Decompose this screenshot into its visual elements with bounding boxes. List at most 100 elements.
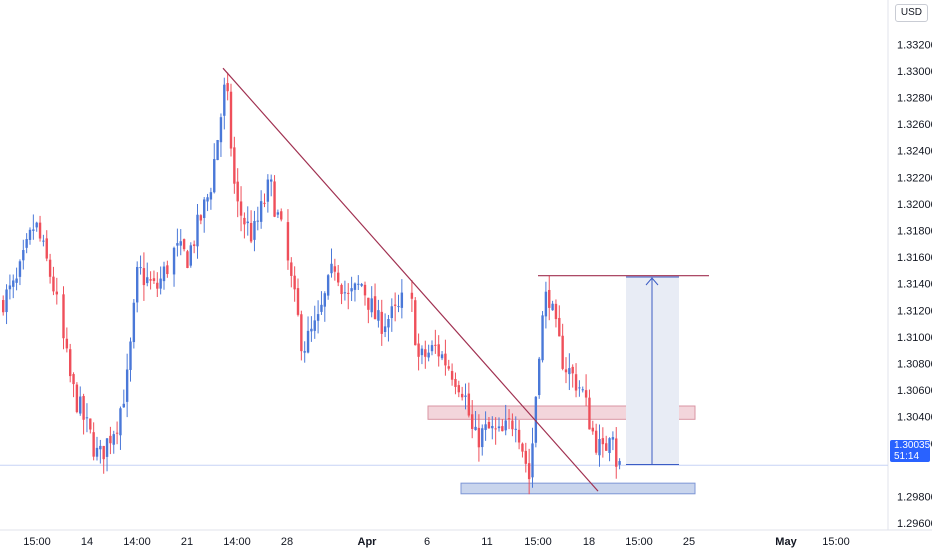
candle-up	[326, 273, 330, 300]
candle-down	[447, 359, 450, 371]
candle-up	[189, 242, 192, 268]
x-tick-label: 18	[583, 536, 595, 548]
candle-down	[363, 281, 367, 306]
candle-up	[618, 458, 621, 470]
y-tick-label: 1.33200	[897, 39, 932, 51]
candle-down	[561, 323, 564, 371]
candle-down	[249, 210, 253, 244]
candle-down	[152, 270, 156, 284]
candle-down	[511, 413, 514, 437]
candle-down	[55, 277, 58, 305]
candle-up	[85, 403, 89, 433]
candle-down	[380, 299, 383, 346]
candle-up	[276, 209, 280, 219]
currency-badge[interactable]: USD	[894, 4, 928, 22]
candle-down	[72, 372, 75, 398]
y-tick-label: 1.31400	[897, 279, 932, 291]
candle-up	[491, 416, 494, 440]
y-tick-label: 1.32200	[897, 172, 932, 184]
y-tick-label: 1.32800	[897, 92, 932, 104]
candle-up	[176, 228, 179, 257]
candle-up	[598, 424, 601, 467]
x-tick-label: 6	[424, 536, 430, 548]
candle-up	[323, 291, 326, 322]
y-tick-label: 1.31000	[897, 332, 932, 344]
candle-down	[75, 382, 79, 414]
candle-down	[434, 329, 437, 354]
candle-down	[477, 414, 481, 462]
x-tick-label: 14:00	[223, 536, 251, 548]
candle-down	[424, 340, 427, 369]
candle-up	[504, 404, 507, 436]
candle-down	[501, 419, 504, 432]
drawings	[222, 67, 709, 492]
candle-up	[370, 286, 373, 318]
candle-up	[387, 314, 390, 342]
candle-down	[367, 297, 370, 324]
candle-up	[360, 282, 363, 288]
candle-up	[350, 276, 353, 301]
candle-down	[393, 292, 397, 322]
candle-down	[142, 252, 146, 301]
candle-up	[343, 280, 347, 301]
candle-down	[92, 422, 95, 461]
candle-up	[132, 298, 136, 349]
candle-up	[136, 261, 139, 313]
x-tick-label: May	[775, 536, 797, 548]
candle-down	[558, 305, 561, 337]
candle-up	[12, 274, 15, 299]
candles	[2, 72, 621, 495]
candle-down	[571, 364, 574, 388]
candle-down	[410, 280, 414, 313]
candle-up	[159, 266, 162, 295]
candle-down	[437, 335, 440, 367]
candle-up	[611, 431, 615, 451]
grid	[0, 0, 932, 531]
candle-up	[25, 233, 28, 254]
x-tick-label: 11	[481, 536, 492, 548]
trendline[interactable]	[222, 67, 599, 492]
candle-up	[330, 248, 333, 278]
candle-up	[129, 337, 132, 382]
support-zone[interactable]	[460, 482, 696, 495]
candle-up	[551, 300, 554, 311]
candle-down	[554, 299, 558, 328]
candle-up	[259, 190, 263, 229]
candle-up	[162, 261, 166, 290]
candle-up	[531, 427, 534, 488]
x-tick-label: 15:00	[23, 536, 51, 548]
candle-down	[102, 445, 105, 474]
candle-up	[112, 430, 115, 454]
candle-down	[494, 417, 497, 445]
x-tick-label: 14:00	[123, 536, 151, 548]
candle-down	[373, 283, 377, 320]
candle-down	[65, 327, 69, 353]
measure-arrow-head-icon	[645, 277, 659, 286]
candle-up	[32, 214, 35, 240]
candle-down	[467, 382, 471, 418]
candle-up	[316, 300, 320, 334]
candle-up	[497, 417, 501, 432]
candle-up	[256, 206, 259, 231]
candle-up	[313, 305, 316, 339]
candle-up	[481, 424, 484, 456]
candle-down	[273, 175, 276, 218]
y-tick-label: 1.29600	[897, 518, 932, 530]
x-tick-label: 21	[181, 536, 193, 548]
candle-down	[199, 214, 203, 225]
candle-down	[82, 393, 85, 435]
candle-up	[303, 341, 306, 363]
candle-up	[122, 389, 125, 408]
candle-up	[35, 221, 38, 232]
drawing-zones	[427, 277, 696, 495]
candle-down	[347, 283, 350, 310]
y-tick-label: 1.31800	[897, 225, 932, 237]
candle-down	[601, 427, 605, 458]
candle-down	[615, 427, 618, 479]
candle-down	[286, 209, 290, 270]
candle-up	[246, 206, 249, 236]
y-tick-label: 1.29800	[897, 491, 932, 503]
y-tick-label: 1.30600	[897, 385, 932, 397]
